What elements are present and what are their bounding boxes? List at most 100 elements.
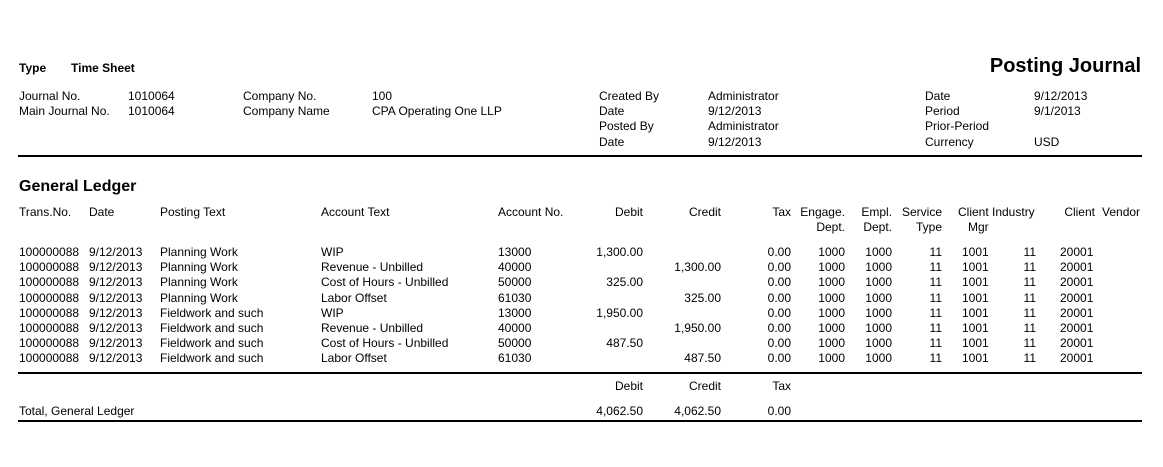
section-title: General Ledger (19, 178, 137, 195)
period: 9/1/2013 (1034, 104, 1081, 118)
cell-posting-text: Fieldwork and such (160, 321, 264, 335)
cell-empl-dept: 1000 (865, 305, 892, 320)
cell-empl-dept: 1000 (865, 245, 892, 259)
cell-tax: 0.00 (767, 275, 791, 290)
cell-date: 9/12/2013 (89, 336, 143, 351)
column-header-service-type-1: Service (901, 205, 942, 219)
cell-empl-dept: 1000 (865, 275, 892, 290)
column-header-service-type-2: Type (915, 220, 942, 234)
column-header-empl-dept-2: Dept. (863, 220, 892, 234)
cell-credit: 1,950.00 (674, 321, 721, 335)
column-header-client: Client (1064, 205, 1095, 219)
cell-posting-text: Planning Work (160, 275, 238, 290)
cell-account-no: 13000 (498, 305, 532, 320)
cell-industry: 11 (1023, 275, 1036, 290)
cell-account-no: 13000 (498, 245, 532, 259)
cell-engage-dept: 1000 (818, 336, 845, 351)
cell-debit: 325.00 (606, 275, 643, 290)
cell-date: 9/12/2013 (89, 275, 143, 290)
currency-label: Currency (925, 135, 974, 149)
cell-posting-text: Fieldwork and such (160, 305, 264, 320)
column-header-engage-dept-2: Dept. (816, 220, 845, 234)
cell-client-mgr: 1001 (962, 245, 989, 259)
cell-client: 20001 (1060, 305, 1094, 320)
cell-industry: 11 (1023, 245, 1036, 259)
currency: USD (1034, 135, 1060, 149)
cell-client-mgr: 1001 (962, 336, 989, 351)
total-tax-label: Tax (772, 379, 791, 393)
prior-period-label: Prior-Period (925, 119, 990, 133)
cell-service-type: 11 (929, 290, 942, 305)
cell-posting-text: Fieldwork and such (160, 351, 264, 366)
cell-account-no: 40000 (498, 321, 532, 335)
column-header-debit: Debit (614, 205, 643, 219)
total-debit-label: Debit (614, 379, 643, 393)
cell-trans-no: 100000088 (19, 260, 80, 275)
total-debit: 4,062.50 (596, 404, 643, 418)
total-credit-label: Credit (688, 379, 721, 393)
cell-tax: 0.00 (767, 260, 791, 275)
column-header-tax: Tax (772, 205, 791, 219)
cell-trans-no: 100000088 (19, 351, 80, 366)
posted-by: Administrator (708, 119, 779, 133)
cell-client: 20001 (1060, 321, 1094, 335)
cell-date: 9/12/2013 (89, 245, 143, 259)
cell-debit: 487.50 (606, 336, 643, 351)
cell-date: 9/12/2013 (89, 290, 143, 305)
cell-tax: 0.00 (767, 321, 791, 335)
cell-client-mgr: 1001 (962, 351, 989, 366)
cell-industry: 11 (1023, 260, 1036, 275)
cell-posting-text: Fieldwork and such (160, 336, 264, 351)
date: 9/12/2013 (1034, 89, 1088, 103)
cell-tax: 0.00 (767, 305, 791, 320)
company-no: 100 (372, 89, 393, 103)
cell-posting-text: Planning Work (160, 245, 238, 259)
date-label: Date (925, 89, 951, 103)
cell-engage-dept: 1000 (818, 305, 845, 320)
company-name: CPA Operating One LLP (372, 104, 502, 118)
type-value: Time Sheet (71, 61, 135, 75)
cell-engage-dept: 1000 (818, 321, 845, 335)
cell-account-no: 61030 (498, 351, 532, 366)
cell-credit: 325.00 (684, 290, 721, 305)
column-header-posting-text: Posting Text (160, 205, 226, 219)
cell-service-type: 11 (929, 336, 942, 351)
cell-service-type: 11 (929, 275, 942, 290)
cell-industry: 11 (1023, 290, 1036, 305)
column-header-empl-dept-1: Empl. (861, 205, 892, 219)
column-header-engage-dept-1: Engage. (800, 205, 845, 219)
cell-client-mgr: 1001 (962, 260, 989, 275)
cell-account-text: Labor Offset (321, 351, 387, 366)
column-header-account-no: Account No. (498, 205, 564, 219)
company-name-label: Company Name (243, 104, 330, 118)
cell-date: 9/12/2013 (89, 321, 143, 335)
cell-industry: 11 (1023, 321, 1036, 335)
created-by: Administrator (708, 89, 779, 103)
posted-date: 9/12/2013 (708, 135, 762, 149)
cell-credit: 1,300.00 (674, 260, 721, 275)
cell-client: 20001 (1060, 275, 1094, 290)
journal-no-label: Journal No. (19, 89, 81, 103)
cell-service-type: 11 (929, 321, 942, 335)
report-title: Posting Journal (989, 55, 1141, 77)
cell-trans-no: 100000088 (19, 245, 80, 259)
total-label: Total, General Ledger (19, 404, 135, 418)
cell-client: 20001 (1060, 336, 1094, 351)
cell-engage-dept: 1000 (818, 351, 845, 366)
cell-empl-dept: 1000 (865, 321, 892, 335)
cell-client: 20001 (1060, 245, 1094, 259)
cell-account-no: 50000 (498, 275, 532, 290)
main-journal-no: 1010064 (128, 104, 175, 118)
cell-trans-no: 100000088 (19, 290, 80, 305)
cell-engage-dept: 1000 (818, 275, 845, 290)
cell-engage-dept: 1000 (818, 260, 845, 275)
column-header-client-mgr-2: Mgr (968, 220, 989, 234)
footer-divider (18, 420, 1142, 422)
cell-date: 9/12/2013 (89, 260, 143, 275)
cell-empl-dept: 1000 (865, 290, 892, 305)
cell-industry: 11 (1023, 351, 1036, 366)
column-header-credit: Credit (688, 205, 721, 219)
cell-account-text: Cost of Hours - Unbilled (321, 275, 449, 290)
header-divider (18, 155, 1142, 157)
type-label: Type (19, 61, 47, 75)
